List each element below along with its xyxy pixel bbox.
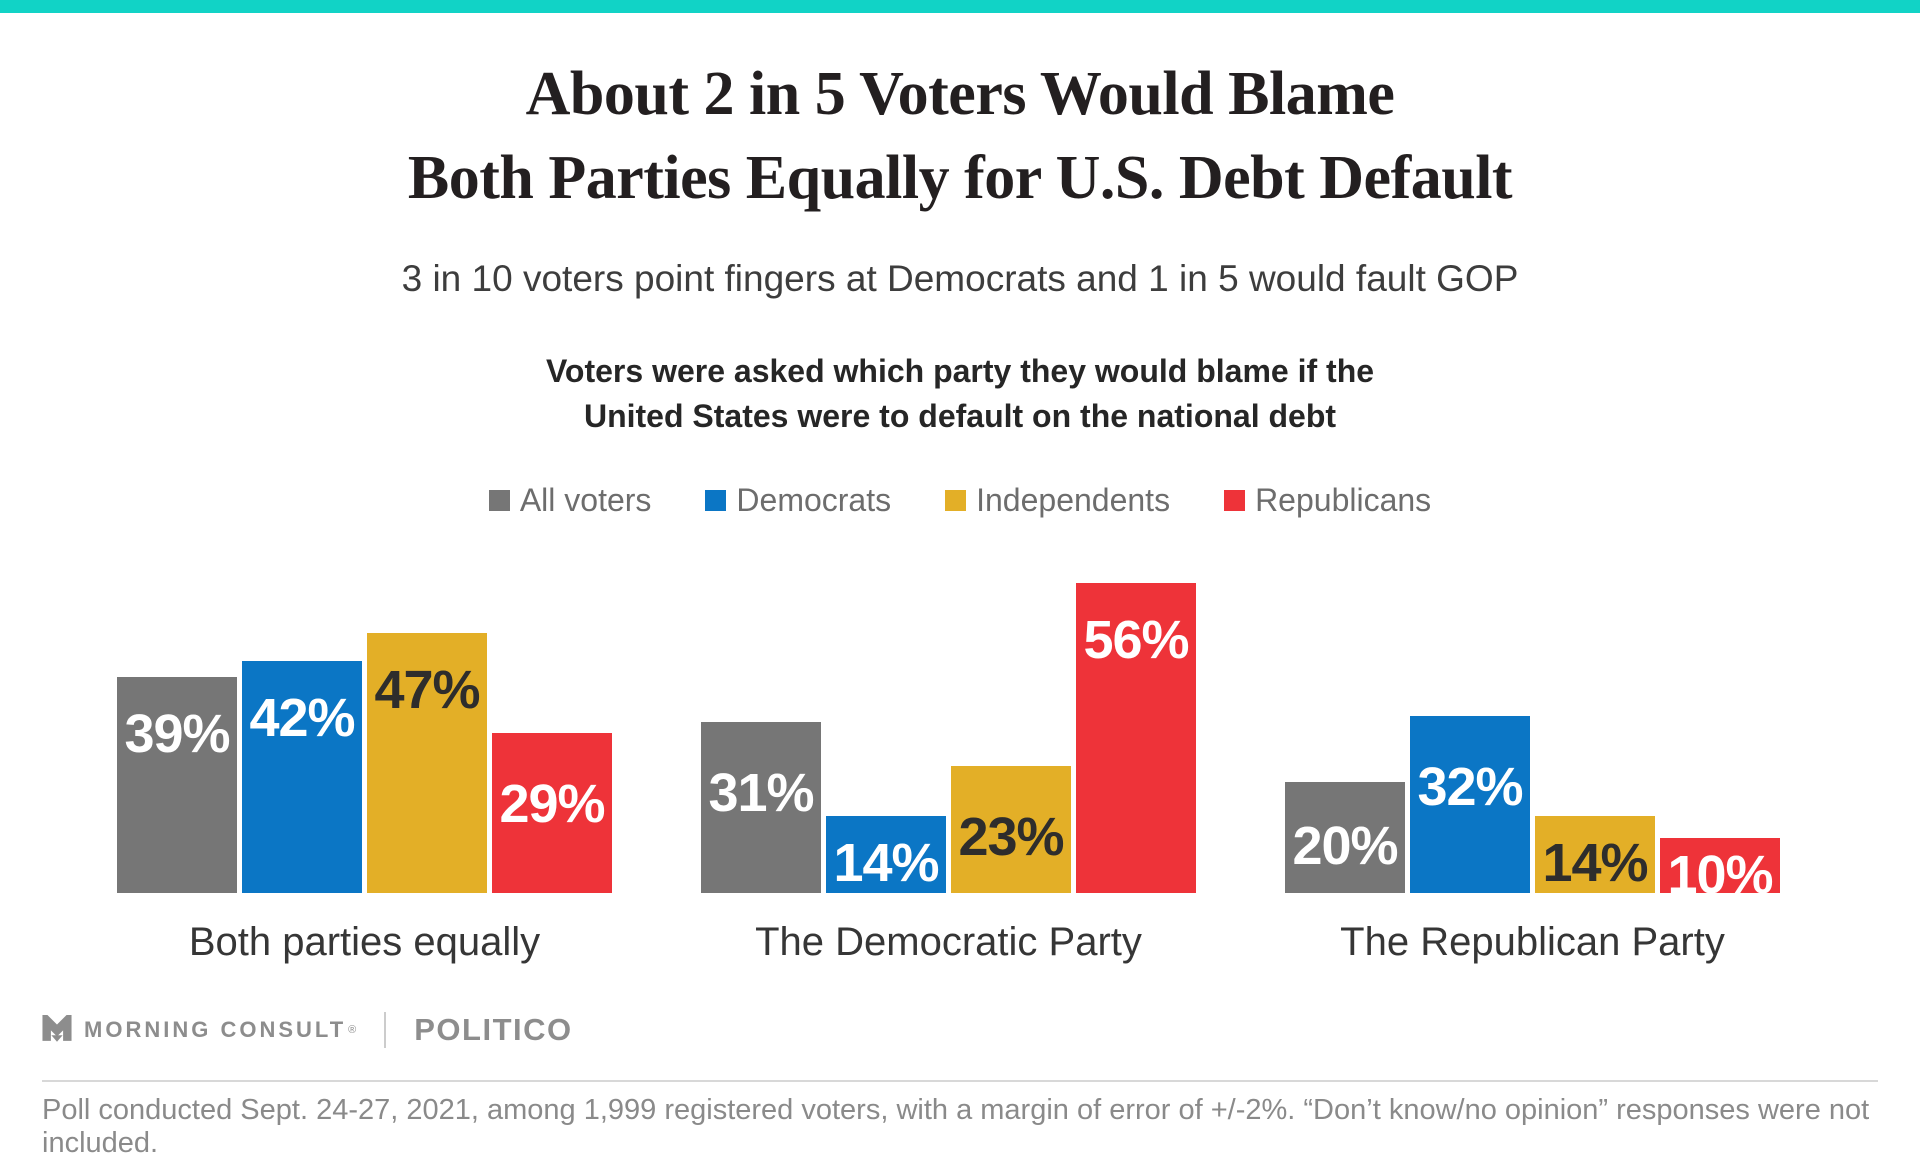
title-line-1: About 2 in 5 Voters Would Blame bbox=[525, 60, 1395, 128]
group-label: Both parties equally bbox=[188, 920, 541, 964]
bar-value-label: 47% bbox=[374, 660, 480, 720]
methodology-footnote: Poll conducted Sept. 24-27, 2021, among … bbox=[42, 1094, 1870, 1159]
legend-label: Republicans bbox=[1255, 482, 1432, 518]
subtitle: 3 in 10 voters point fingers at Democrat… bbox=[401, 258, 1519, 299]
bar-value-label: 32% bbox=[1417, 757, 1523, 817]
group-label: The Republican Party bbox=[1340, 920, 1725, 964]
bar-value-label: 14% bbox=[833, 833, 939, 893]
bar-all-voters: 39% bbox=[117, 677, 237, 893]
registered-trademark-symbol: ® bbox=[348, 1024, 357, 1036]
legend-swatch bbox=[705, 490, 727, 511]
bar-value-label: 31% bbox=[708, 763, 814, 823]
top-accent-bar bbox=[0, 0, 1920, 13]
bar-republicans: 10% bbox=[1660, 838, 1780, 905]
bar-value-label: 39% bbox=[124, 704, 230, 764]
legend-swatch bbox=[1224, 490, 1246, 511]
bar-democrats: 14% bbox=[826, 816, 946, 893]
bar-all-voters: 20% bbox=[1285, 782, 1405, 893]
page-title: About 2 in 5 Voters Would Blame Both Par… bbox=[0, 52, 1920, 220]
survey-question: Voters were asked which party they would… bbox=[0, 349, 1920, 439]
group-label: The Democratic Party bbox=[755, 920, 1142, 964]
bar-value-label: 23% bbox=[958, 807, 1064, 867]
bar-group-1: 39% 42% 47% 29% bbox=[117, 633, 612, 893]
legend-swatch bbox=[945, 490, 967, 511]
footer-divider-line bbox=[42, 1080, 1878, 1082]
morning-consult-wordmark: MORNING CONSULT bbox=[84, 1017, 347, 1042]
bar-value-label: 56% bbox=[1083, 610, 1189, 670]
legend-item-republicans: Republicans bbox=[1224, 482, 1431, 519]
title-line-2: Both Parties Equally for U.S. Debt Defau… bbox=[407, 144, 1513, 212]
bar-value-label: 29% bbox=[499, 774, 605, 834]
logo-divider bbox=[384, 1012, 387, 1048]
legend-item-independents: Independents bbox=[945, 482, 1170, 519]
bar-independents: 23% bbox=[951, 766, 1071, 893]
bar-value-label: 20% bbox=[1292, 816, 1398, 876]
legend-label: All voters bbox=[519, 482, 652, 518]
bar-value-label: 42% bbox=[249, 688, 355, 748]
bar-all-voters: 31% bbox=[701, 722, 821, 893]
legend: All voters Democrats Independents Republica… bbox=[0, 482, 1920, 519]
legend-item-democrats: Democrats bbox=[705, 482, 891, 519]
bar-group-2: 31% 14% 23% 56% bbox=[701, 583, 1196, 893]
bar-democrats: 42% bbox=[242, 661, 362, 893]
bar-independents: 47% bbox=[367, 633, 487, 893]
politico-wordmark: POLITICO bbox=[414, 1012, 573, 1047]
bar-value-label: 10% bbox=[1667, 845, 1773, 905]
survey-question-line-1: Voters were asked which party they would… bbox=[545, 353, 1375, 389]
bar-group-3: 20% 32% 14% 10% bbox=[1285, 716, 1780, 905]
legend-item-all-voters: All voters bbox=[488, 482, 652, 519]
bar-value-label: 14% bbox=[1542, 833, 1648, 893]
legend-swatch bbox=[488, 490, 510, 511]
bar-independents: 14% bbox=[1535, 816, 1655, 893]
bar-democrats: 32% bbox=[1410, 716, 1530, 893]
bar-republicans: 56% bbox=[1076, 583, 1196, 893]
morning-consult-logo-icon bbox=[42, 1014, 72, 1042]
brand-bar: MORNING CONSULT ® POLITICO bbox=[42, 1012, 573, 1048]
legend-label: Independents bbox=[976, 482, 1171, 518]
survey-question-line-2: United States were to default on the nat… bbox=[583, 398, 1337, 434]
legend-label: Democrats bbox=[736, 482, 892, 518]
bar-republicans: 29% bbox=[492, 733, 612, 893]
